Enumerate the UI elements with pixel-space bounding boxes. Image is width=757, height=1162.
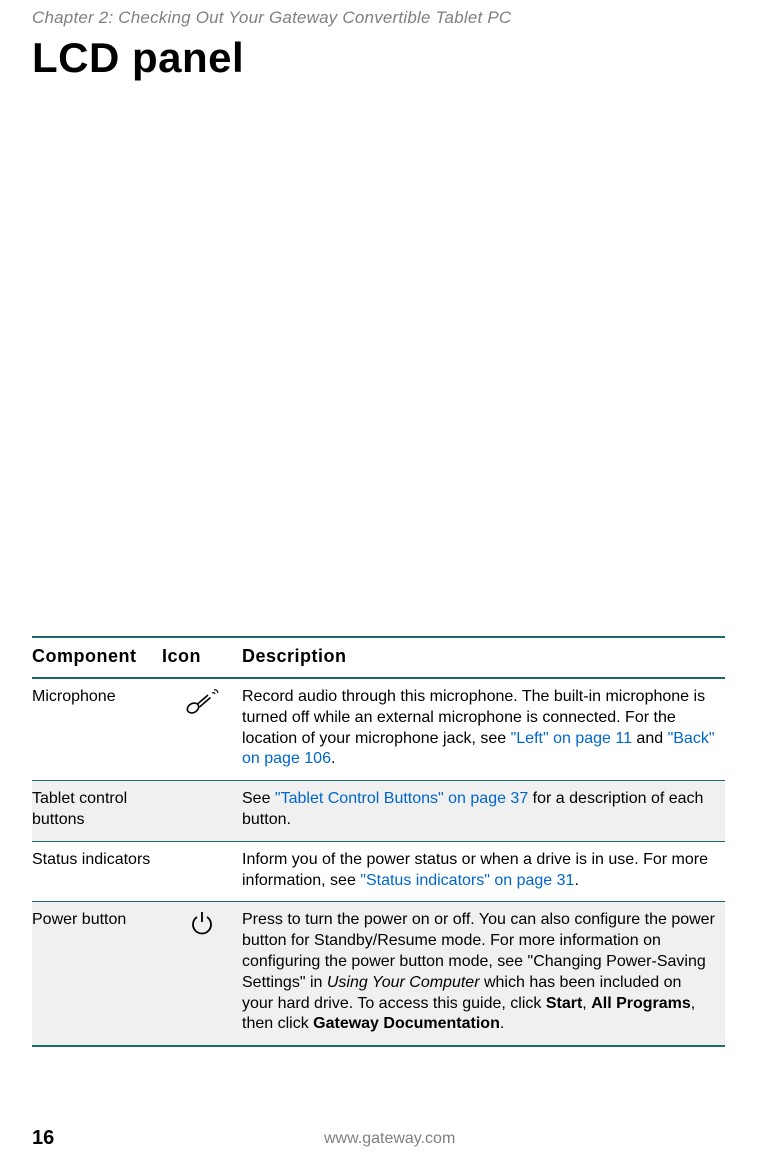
doc-title: Using Your Computer <box>327 974 480 991</box>
table-row: Power button Press to turn the power on … <box>32 902 725 1046</box>
table-header-row: Component Icon Description <box>32 637 725 678</box>
cell-description: Record audio through this microphone. Th… <box>242 678 725 781</box>
col-header-component: Component <box>32 637 162 678</box>
desc-text: See <box>242 790 275 807</box>
microphone-icon <box>184 687 220 717</box>
cell-component: Power button <box>32 902 162 1046</box>
cell-icon <box>162 902 242 1046</box>
cell-component: Microphone <box>32 678 162 781</box>
cell-icon <box>162 841 242 902</box>
table-row: Tablet control buttons See "Tablet Contr… <box>32 781 725 842</box>
cell-description: Press to turn the power on or off. You c… <box>242 902 725 1046</box>
cell-description: Inform you of the power status or when a… <box>242 841 725 902</box>
ui-label: Start <box>546 995 582 1012</box>
cell-component: Tablet control buttons <box>32 781 162 842</box>
desc-text: , <box>582 995 591 1012</box>
link-tablet-buttons-page37[interactable]: "Tablet Control Buttons" on page 37 <box>275 790 528 807</box>
ui-label: Gateway Documentation <box>313 1015 500 1032</box>
desc-text: . <box>331 750 335 767</box>
power-icon <box>189 910 215 936</box>
footer-url: www.gateway.com <box>54 1130 725 1148</box>
cell-component: Status indicators <box>32 841 162 902</box>
cell-description: See "Tablet Control Buttons" on page 37 … <box>242 781 725 842</box>
chapter-header: Chapter 2: Checking Out Your Gateway Con… <box>32 0 725 28</box>
cell-icon <box>162 781 242 842</box>
ui-label: All Programs <box>591 995 691 1012</box>
desc-text: . <box>574 872 578 889</box>
cell-icon <box>162 678 242 781</box>
table-row: Status indicators Inform you of the powe… <box>32 841 725 902</box>
desc-text: and <box>632 730 668 747</box>
table-row: Microphone Record audio through this mic… <box>32 678 725 781</box>
col-header-icon: Icon <box>162 637 242 678</box>
link-status-indicators-page31[interactable]: "Status indicators" on page 31 <box>360 872 574 889</box>
desc-text: . <box>500 1015 504 1032</box>
page-title: LCD panel <box>32 34 725 82</box>
page-footer: 16 www.gateway.com <box>32 1127 725 1150</box>
col-header-description: Description <box>242 637 725 678</box>
page-number: 16 <box>32 1127 54 1150</box>
component-table: Component Icon Description Microphone <box>32 636 725 1047</box>
link-left-page11[interactable]: "Left" on page 11 <box>511 730 632 747</box>
